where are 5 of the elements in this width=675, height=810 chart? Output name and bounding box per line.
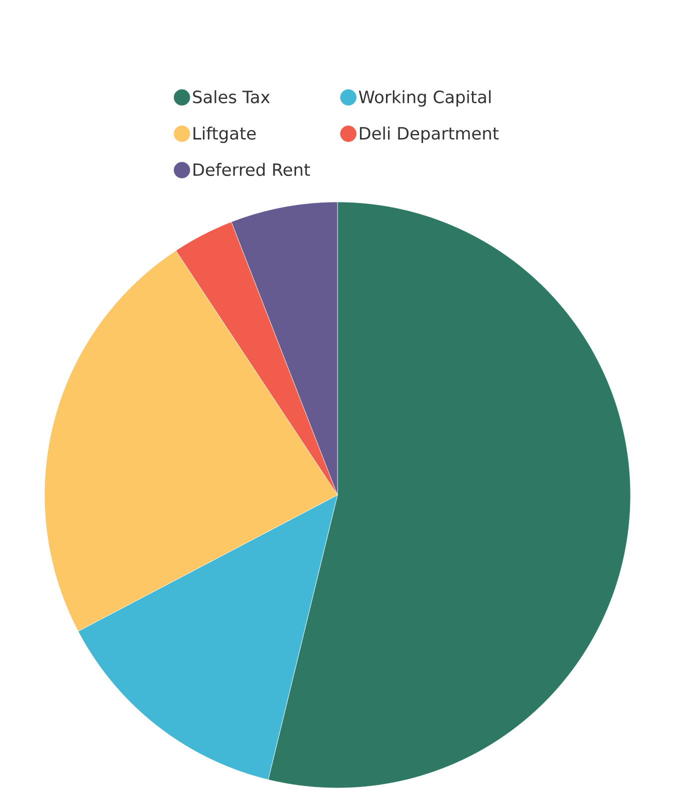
- legend-label: Working Capital: [358, 90, 491, 107]
- legend-label: Sales Tax: [193, 90, 270, 104]
- legend-label: Deferred Rent: [194, 162, 310, 176]
- legend-label: Deli Department: [360, 126, 499, 143]
- legend-label: Liftgate: [194, 126, 256, 143]
